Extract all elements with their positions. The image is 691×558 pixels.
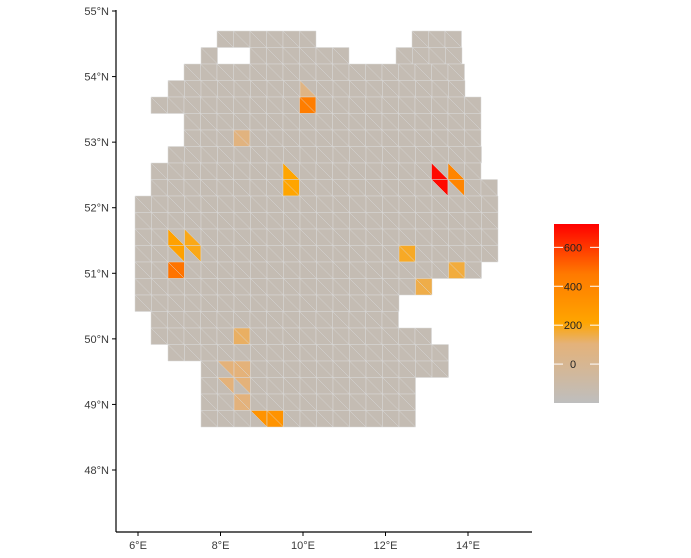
heatmap-cell [200,47,218,65]
y-tick-label: 50°N [84,334,109,346]
heatmap-cell [398,377,416,395]
y-tick-label: 51°N [84,268,109,280]
y-tick-label: 53°N [84,137,109,149]
heatmap-cell [431,360,449,379]
y-tick-label: 52°N [84,203,109,215]
heatmap-cells [134,30,499,428]
heatmap-cell [480,195,499,214]
x-tick-label: 12°E [374,540,398,552]
heatmap-cell [480,245,499,263]
heatmap-cell [414,327,432,346]
y-tick-label: 55°N [84,6,109,18]
x-tick-label: 14°E [456,540,480,552]
heatmap-cell [398,410,416,428]
heatmap-cell [447,80,466,98]
heatmap-cell [464,146,482,164]
heatmap-cell [381,311,399,329]
heatmap-cell [444,30,462,49]
y-ticks: 48°N 49°N 50°N 51°N 52°N 53°N 54°N 55°N [84,6,116,477]
y-tick-label: 54°N [84,72,109,84]
heatmap-cell [331,47,350,65]
heatmap-cell [398,393,416,412]
heatmap-cell [480,228,499,247]
heatmap-cell [463,96,482,115]
heatmap-cell [414,278,433,296]
heatmap-cell [447,63,465,82]
y-tick-label: 48°N [84,465,109,477]
heatmap-cell [464,261,482,280]
colorbar-legend: 0 200 400 600 [554,224,599,403]
colorbar-gradient [554,224,599,403]
colorbar-tick-label: 0 [570,359,576,371]
heatmap-cell [463,162,482,181]
heatmap-cell [480,212,499,230]
heatmap-cell [298,30,317,49]
x-tick-label: 6°E [129,540,147,552]
axes [115,10,532,533]
colorbar-tick-label: 200 [564,320,582,332]
heatmap-cell [444,47,463,65]
heatmap-cell [381,294,400,313]
colorbar-tick-label: 400 [564,281,582,293]
y-tick-label: 49°N [84,399,109,411]
x-tick-label: 10°E [291,540,315,552]
heatmap-cell [463,113,482,131]
heatmap-cell [463,129,482,148]
x-tick-label: 8°E [212,540,230,552]
colorbar-tick-label: 600 [564,242,582,254]
x-ticks: 6°E 8°E 10°E 12°E 14°E [129,532,480,552]
heatmap-cell [480,179,498,197]
heatmap-cell [431,344,449,362]
